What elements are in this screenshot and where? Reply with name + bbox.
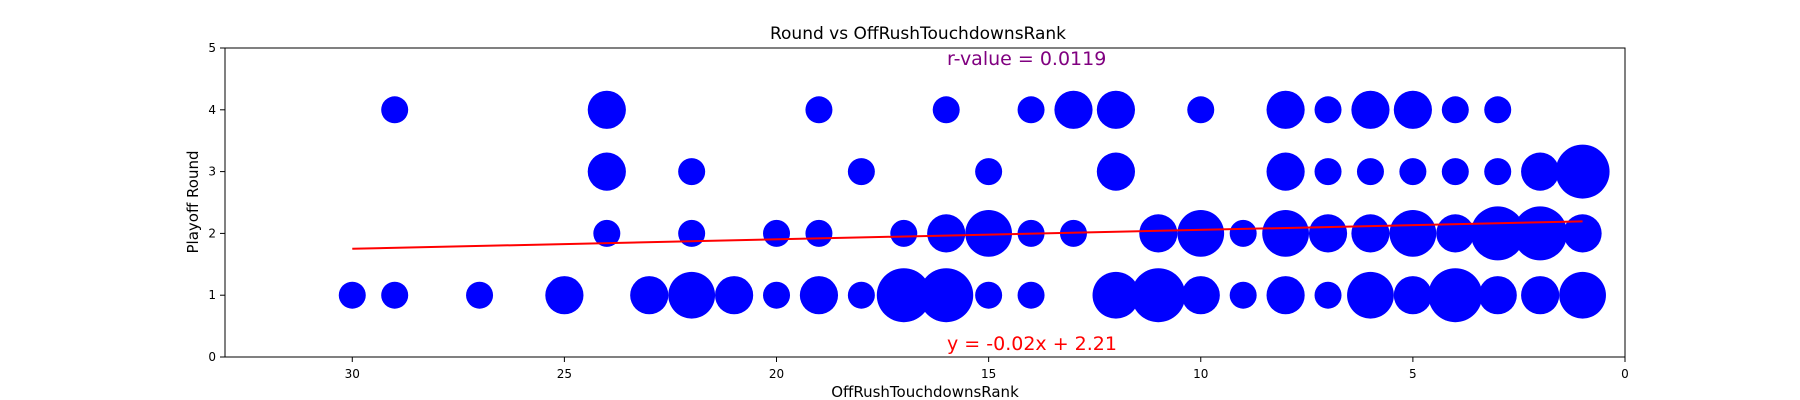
scatter-point-57 [1521, 152, 1560, 191]
y-tick-label-2: 2 [208, 226, 216, 240]
x-axis-label: OffRushTouchdownsRank [831, 383, 1019, 400]
x-tick-label-20: 20 [769, 367, 784, 381]
regression-line [352, 220, 1583, 250]
scatter-point-44 [1513, 206, 1568, 261]
scatter-point-28 [763, 219, 791, 247]
scatter-point-19 [1314, 281, 1342, 309]
scatter-point-14 [1092, 271, 1140, 319]
scatter-point-63 [1017, 96, 1045, 124]
scatter-point-53 [1356, 158, 1384, 186]
scatter-point-21 [1393, 276, 1432, 315]
scatter-point-18 [1266, 276, 1305, 315]
scatter-point-66 [1187, 96, 1215, 124]
x-axis: 30 25 20 15 10 5 0 [345, 357, 1629, 381]
scatter-point-46 [587, 152, 626, 191]
scatter-point-8 [799, 276, 839, 315]
scatter-point-49 [975, 158, 1003, 186]
scatter-point-17 [1229, 281, 1257, 309]
regression-equation-annotation: y = -0.02x + 2.21 [947, 333, 1117, 355]
y-tick-label-3: 3 [208, 165, 216, 179]
scatter-point-3 [545, 276, 584, 315]
scatter-point-0 [338, 281, 366, 309]
scatter-point-11 [919, 268, 974, 323]
scatter-point-16 [1181, 276, 1220, 315]
scatter-point-48 [847, 158, 875, 186]
y-tick-label-0: 0 [208, 350, 216, 364]
scatter-point-23 [1478, 276, 1517, 315]
y-tick-label-5: 5 [208, 41, 216, 55]
y-axis: 0 1 2 3 4 5 [208, 41, 225, 364]
scatter-point-56 [1484, 158, 1512, 186]
scatter-point-35 [1139, 214, 1178, 253]
y-axis-label: Playoff Round [184, 150, 202, 253]
x-tick-label-5: 5 [1409, 367, 1417, 381]
plot-frame [224, 47, 1626, 358]
scatter-point-25 [1559, 271, 1606, 319]
scatter-point-67 [1266, 90, 1305, 129]
scatter-point-31 [927, 214, 966, 253]
scatter-point-47 [678, 158, 706, 186]
scatter-point-13 [1017, 281, 1045, 309]
scatter-point-10 [876, 268, 931, 323]
scatter-point-62 [932, 96, 960, 124]
scatter-point-30 [890, 219, 918, 247]
points-layer [338, 90, 1610, 323]
scatter-point-38 [1262, 210, 1309, 257]
scatter-point-12 [975, 281, 1003, 309]
scatter-point-1 [381, 281, 409, 309]
scatter-point-5 [668, 271, 716, 319]
scatter-point-40 [1351, 214, 1390, 253]
scatter-point-9 [847, 281, 875, 309]
scatter-point-69 [1351, 90, 1390, 129]
scatter-point-68 [1314, 96, 1342, 124]
y-tick-label-1: 1 [208, 288, 216, 302]
chart-title: Round vs OffRushTouchdownsRank [770, 24, 1066, 44]
scatter-point-6 [714, 276, 754, 315]
scatter-point-70 [1393, 90, 1432, 129]
x-tick-label-0: 0 [1621, 367, 1629, 381]
scatter-point-15 [1131, 268, 1186, 323]
scatter-point-65 [1096, 90, 1136, 129]
scatter-point-61 [805, 96, 833, 124]
scatter-point-45 [1563, 214, 1602, 253]
scatter-point-7 [763, 281, 791, 309]
scatter-point-24 [1521, 276, 1560, 315]
scatter-point-42 [1436, 214, 1475, 253]
x-tick-label-10: 10 [1193, 367, 1208, 381]
scatter-point-52 [1314, 158, 1342, 186]
y-tick-label-4: 4 [208, 103, 216, 117]
x-tick-label-30: 30 [345, 367, 360, 381]
x-tick-label-25: 25 [557, 367, 572, 381]
scatter-point-59 [381, 96, 409, 124]
scatter-point-60 [587, 90, 626, 129]
scatter-point-20 [1347, 271, 1394, 319]
scatter-point-72 [1484, 96, 1512, 124]
scatter-point-64 [1054, 90, 1093, 129]
scatter-point-2 [466, 281, 494, 309]
scatter-point-58 [1555, 144, 1610, 199]
scatter-point-43 [1470, 206, 1525, 261]
scatter-point-51 [1266, 152, 1305, 191]
scatter-point-54 [1399, 158, 1427, 186]
scatter-point-26 [593, 219, 621, 247]
scatter-point-55 [1441, 158, 1469, 186]
scatter-point-29 [805, 219, 833, 247]
scatter-point-39 [1308, 214, 1348, 253]
scatter-point-22 [1428, 268, 1483, 323]
regression-layer [352, 220, 1583, 250]
scatter-point-50 [1096, 152, 1136, 191]
scatter-point-4 [630, 276, 669, 315]
scatter-point-71 [1441, 96, 1469, 124]
r-value-annotation: r-value = 0.0119 [947, 48, 1106, 70]
x-tick-label-15: 15 [981, 367, 996, 381]
scatter-point-41 [1389, 210, 1437, 257]
scatter-point-37 [1229, 219, 1257, 247]
scatter-point-36 [1177, 210, 1225, 257]
scatter-point-32 [965, 210, 1013, 257]
scatter-point-27 [678, 219, 706, 247]
